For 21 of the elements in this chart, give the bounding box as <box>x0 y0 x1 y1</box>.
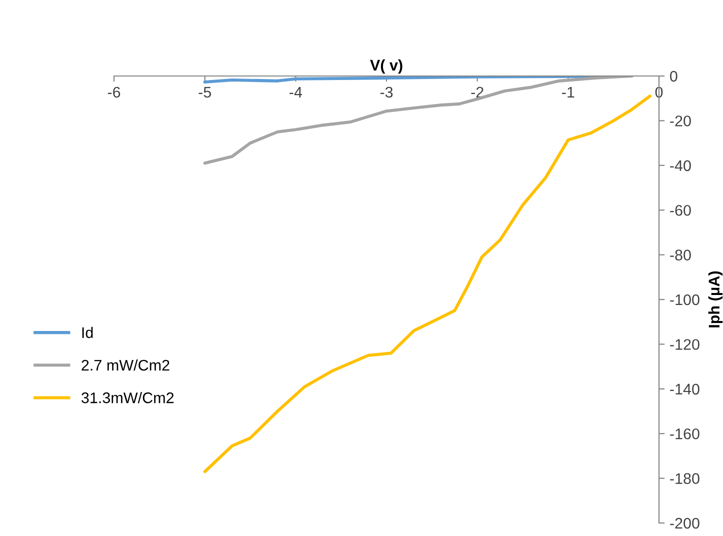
y-tick-label: 0 <box>670 70 678 82</box>
x-axis-title: V( v) <box>370 59 402 74</box>
legend-label: 2.7 mW/Cm2 <box>82 359 170 371</box>
legend-label: 31.3mW/Cm2 <box>82 392 174 404</box>
y-tick-label: -120 <box>670 339 700 350</box>
x-tick-label: -4 <box>290 86 302 98</box>
x-tick-label: -1 <box>562 86 574 98</box>
x-tick-label: -6 <box>108 86 120 98</box>
y-tick-label: -20 <box>670 116 691 126</box>
legend-label: Id <box>82 326 93 338</box>
y-tick-label: -200 <box>670 518 700 529</box>
y-tick-label: -100 <box>670 294 700 306</box>
y-tick-label: -40 <box>670 160 691 172</box>
y-tick-label: -80 <box>670 250 691 260</box>
y-tick-label: -180 <box>670 473 700 484</box>
y-axis-title: Iph (μA) <box>708 271 723 328</box>
y-tick-label: -60 <box>670 204 691 216</box>
x-tick-label: -3 <box>380 86 393 98</box>
x-tick-label: -5 <box>198 86 211 98</box>
y-tick-label: -140 <box>670 384 700 395</box>
y-tick-label: -160 <box>670 428 700 440</box>
